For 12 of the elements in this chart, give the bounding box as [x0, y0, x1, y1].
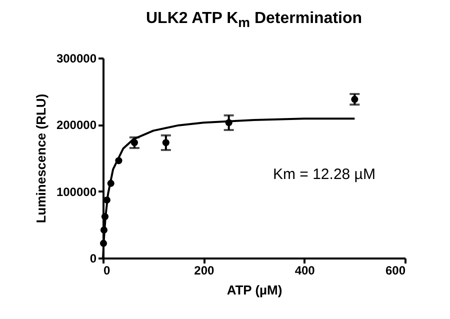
chart-title: ULK2 ATP K$_{m}$ Determination	[144, 10, 364, 30]
annotation: Km = 12.28 µM	[273, 166, 376, 183]
x-tick-label: 600	[385, 264, 406, 278]
y-tick-label: 100000	[56, 184, 97, 199]
y-tick-label: 300000	[56, 52, 97, 66]
y-axis-title: Luminescence (RLU)	[33, 94, 48, 224]
x-axis-title: ATP (µM)	[226, 282, 282, 298]
y-tick-label: 200000	[56, 118, 97, 132]
y-tick-label: 0	[90, 252, 97, 266]
x-tick-label: 0	[104, 264, 110, 278]
x-tick-label: 200	[194, 264, 214, 278]
x-tick-label: 400	[294, 264, 316, 278]
